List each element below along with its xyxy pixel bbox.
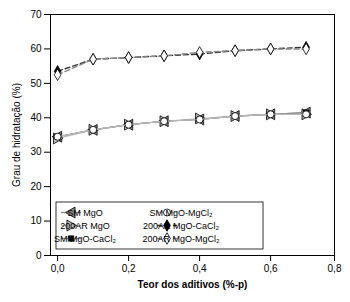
svg-text:40: 40 [30, 112, 42, 123]
svg-text:200AR MgO: 200AR MgO [60, 221, 110, 231]
svg-text:10: 10 [30, 215, 42, 226]
svg-text:0,2: 0,2 [122, 263, 136, 274]
svg-text:70: 70 [30, 9, 42, 20]
svg-text:SM MgO-CaCl₂: SM MgO-CaCl₂ [54, 234, 117, 244]
svg-text:0,6: 0,6 [264, 263, 278, 274]
svg-text:30: 30 [30, 146, 42, 157]
svg-text:60: 60 [30, 43, 42, 54]
svg-text:SM MgO: SM MgO [67, 208, 103, 218]
svg-text:0,4: 0,4 [193, 263, 207, 274]
svg-text:Grau de hidratação (%): Grau de hidratação (%) [11, 83, 22, 187]
svg-text:0: 0 [36, 250, 42, 261]
svg-text:200AR MgO-CaCl₂: 200AR MgO-CaCl₂ [143, 221, 220, 231]
svg-text:Teor dos aditivos (%-p): Teor dos aditivos (%-p) [138, 279, 248, 290]
svg-text:50: 50 [30, 78, 42, 89]
svg-text:0,0: 0,0 [51, 263, 65, 274]
svg-text:200AR MgO-MgCl₂: 200AR MgO-MgCl₂ [142, 234, 220, 244]
svg-text:20: 20 [30, 181, 42, 192]
svg-text:0,8: 0,8 [328, 263, 342, 274]
svg-text:SM MgO-MgCl₂: SM MgO-MgCl₂ [150, 208, 214, 218]
